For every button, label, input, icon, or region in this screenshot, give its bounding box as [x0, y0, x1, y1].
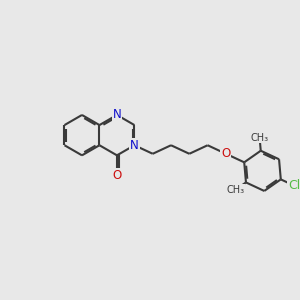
Text: N: N: [130, 139, 139, 152]
Text: O: O: [221, 147, 230, 160]
Text: CH₃: CH₃: [226, 185, 244, 195]
Text: N: N: [112, 109, 121, 122]
Text: CH₃: CH₃: [250, 133, 269, 143]
Text: O: O: [112, 169, 122, 182]
Text: Cl: Cl: [288, 179, 300, 192]
